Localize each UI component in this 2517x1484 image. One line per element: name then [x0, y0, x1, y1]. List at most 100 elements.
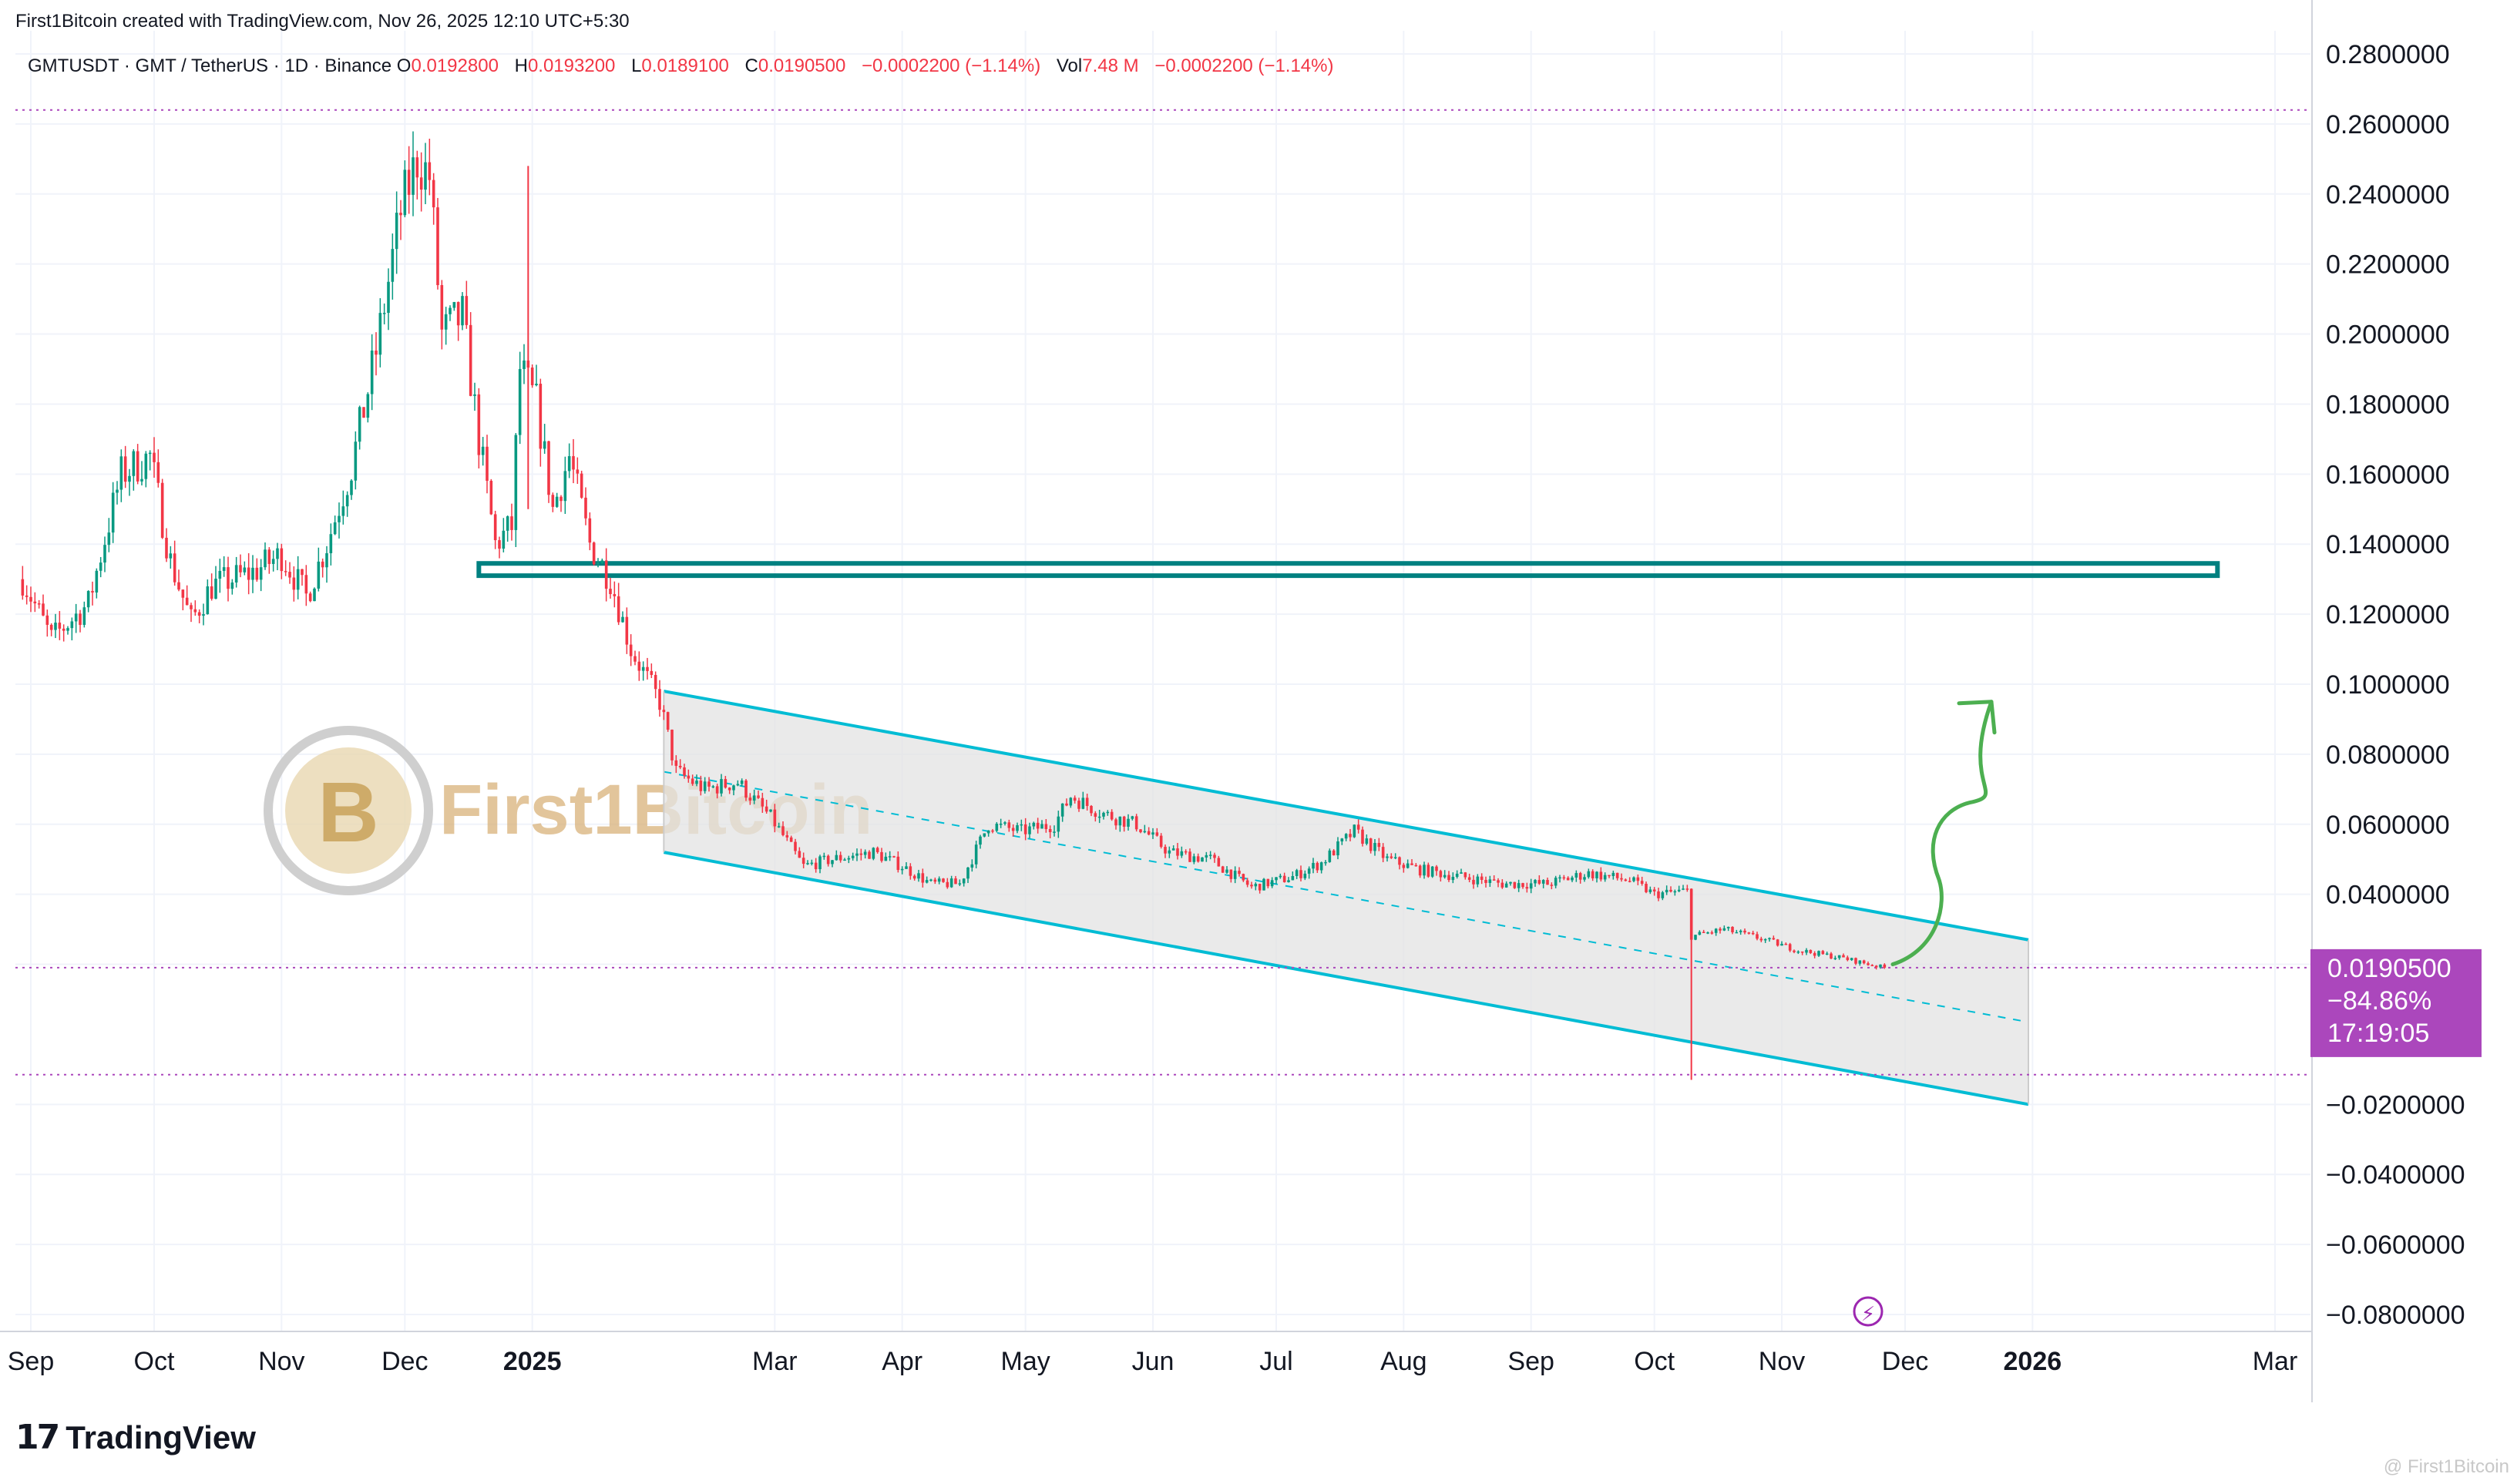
candle-body [1830, 953, 1833, 959]
candle-body [1591, 871, 1595, 878]
candle-body [1537, 880, 1541, 884]
candle-body [720, 779, 723, 794]
symbol-label[interactable]: GMTUSDT · GMT / TetherUS · 1D · Binance [28, 55, 392, 76]
candle-body [440, 285, 444, 330]
candle-body [687, 775, 691, 779]
candle-body [1595, 871, 1598, 878]
candle-body [1147, 831, 1151, 835]
candle-body [1028, 826, 1031, 834]
candle-body [1583, 877, 1586, 880]
candle-body [1460, 872, 1463, 874]
candle-body [1143, 831, 1147, 833]
candle-body [547, 441, 550, 495]
candle-body [321, 561, 324, 568]
candle-body [1245, 880, 1249, 885]
candle-body [1862, 960, 1866, 964]
candle-body [1077, 801, 1080, 809]
candle-body [165, 537, 168, 559]
candle-body [1682, 888, 1685, 890]
candlestick-series [21, 131, 1887, 1080]
candle-body [535, 384, 538, 385]
candle-body [896, 856, 900, 871]
candle-body [419, 177, 423, 190]
candle-body [58, 623, 62, 629]
candle-body [1525, 887, 1529, 889]
candle-body [1772, 938, 1776, 940]
candle-body [239, 565, 242, 572]
candle-body [1813, 952, 1816, 956]
candle-body [45, 615, 49, 625]
candle-body [79, 613, 82, 626]
candle-body [1081, 797, 1085, 809]
candle-body [1883, 964, 1887, 968]
open-value: 0.0192800 [411, 55, 499, 76]
candle-body [1529, 883, 1533, 889]
candle-body [1114, 819, 1117, 826]
candle-body [752, 795, 756, 801]
candle-body [382, 313, 386, 314]
candle-body [1784, 943, 1788, 945]
candle-body [424, 162, 427, 190]
candle-body [395, 213, 398, 250]
candle-body [979, 836, 982, 845]
candle-body [868, 851, 871, 859]
candle-body [144, 453, 148, 479]
candle-body [658, 689, 661, 710]
candle-body [498, 540, 501, 549]
time-tick-label: Dec [381, 1347, 428, 1376]
candle-body [1628, 881, 1632, 882]
candle-body [1381, 847, 1385, 858]
candle-body [732, 785, 735, 791]
candle-body [703, 781, 707, 791]
candle-body [912, 875, 916, 879]
candle-body [1016, 825, 1019, 831]
close-value: 0.0190500 [758, 55, 846, 76]
candle-body [1262, 878, 1265, 891]
candle-body [584, 497, 587, 519]
candle-body [1714, 928, 1718, 933]
price-tag-value: 0.0190500 [2327, 954, 2451, 983]
candle-body [1097, 816, 1101, 818]
candle-body [1390, 856, 1393, 858]
candle-body [847, 858, 851, 860]
candle-body [1032, 822, 1036, 827]
candle-body [486, 446, 489, 481]
candle-body [42, 603, 45, 616]
low-label: L [631, 55, 642, 76]
tradingview-logo[interactable]: 17 TradingView [15, 1418, 256, 1457]
projection-arrow-head [1957, 700, 1997, 735]
candle-body [136, 451, 139, 482]
candle-body [428, 162, 432, 180]
candle-body [82, 607, 86, 626]
candle-body [1541, 880, 1545, 884]
candle-body [66, 628, 69, 631]
candle-body [958, 883, 962, 885]
descending-channel [663, 690, 2029, 1106]
candle-body [1739, 930, 1742, 932]
high-label: H [514, 55, 528, 76]
candle-body [1221, 866, 1225, 873]
volume-change-value: −0.0002200 (−1.14%) [1154, 55, 1334, 76]
time-tick-label: Apr [882, 1347, 922, 1376]
candle-body [1657, 891, 1660, 898]
candle-body [798, 851, 801, 858]
price-tick-label: 0.0800000 [2326, 740, 2450, 770]
candle-body [1065, 803, 1068, 806]
price-tag-box [2310, 948, 2482, 1057]
candle-body [284, 571, 287, 572]
candle-body [580, 473, 583, 498]
candle-body [25, 595, 29, 597]
candle-body [801, 858, 805, 865]
candle-body [1353, 824, 1356, 838]
candle-body [1242, 874, 1245, 881]
candle-body [1661, 892, 1665, 898]
price-tick-label: 0.1800000 [2326, 390, 2450, 419]
candle-body [925, 880, 929, 883]
candle-body [629, 644, 633, 656]
candle-body [646, 666, 649, 671]
candle-body [666, 712, 670, 730]
candle-body [822, 855, 826, 858]
candle-body [1500, 882, 1504, 888]
candle-body [403, 170, 407, 216]
